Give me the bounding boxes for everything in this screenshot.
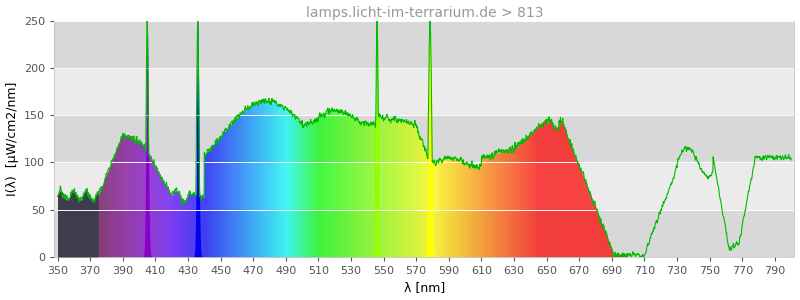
Bar bbox=[54, 115, 794, 162]
Title: lamps.licht-im-terrarium.de > 813: lamps.licht-im-terrarium.de > 813 bbox=[306, 6, 543, 20]
Bar bbox=[54, 21, 794, 68]
X-axis label: λ [nm]: λ [nm] bbox=[404, 281, 445, 294]
Bar bbox=[54, 210, 794, 257]
Y-axis label: I(λ)  [μW/cm2/nm]: I(λ) [μW/cm2/nm] bbox=[6, 82, 18, 196]
